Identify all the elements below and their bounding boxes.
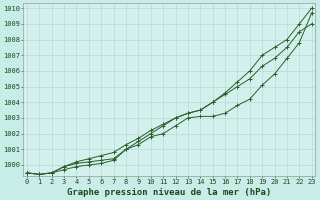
X-axis label: Graphe pression niveau de la mer (hPa): Graphe pression niveau de la mer (hPa) (67, 188, 271, 197)
